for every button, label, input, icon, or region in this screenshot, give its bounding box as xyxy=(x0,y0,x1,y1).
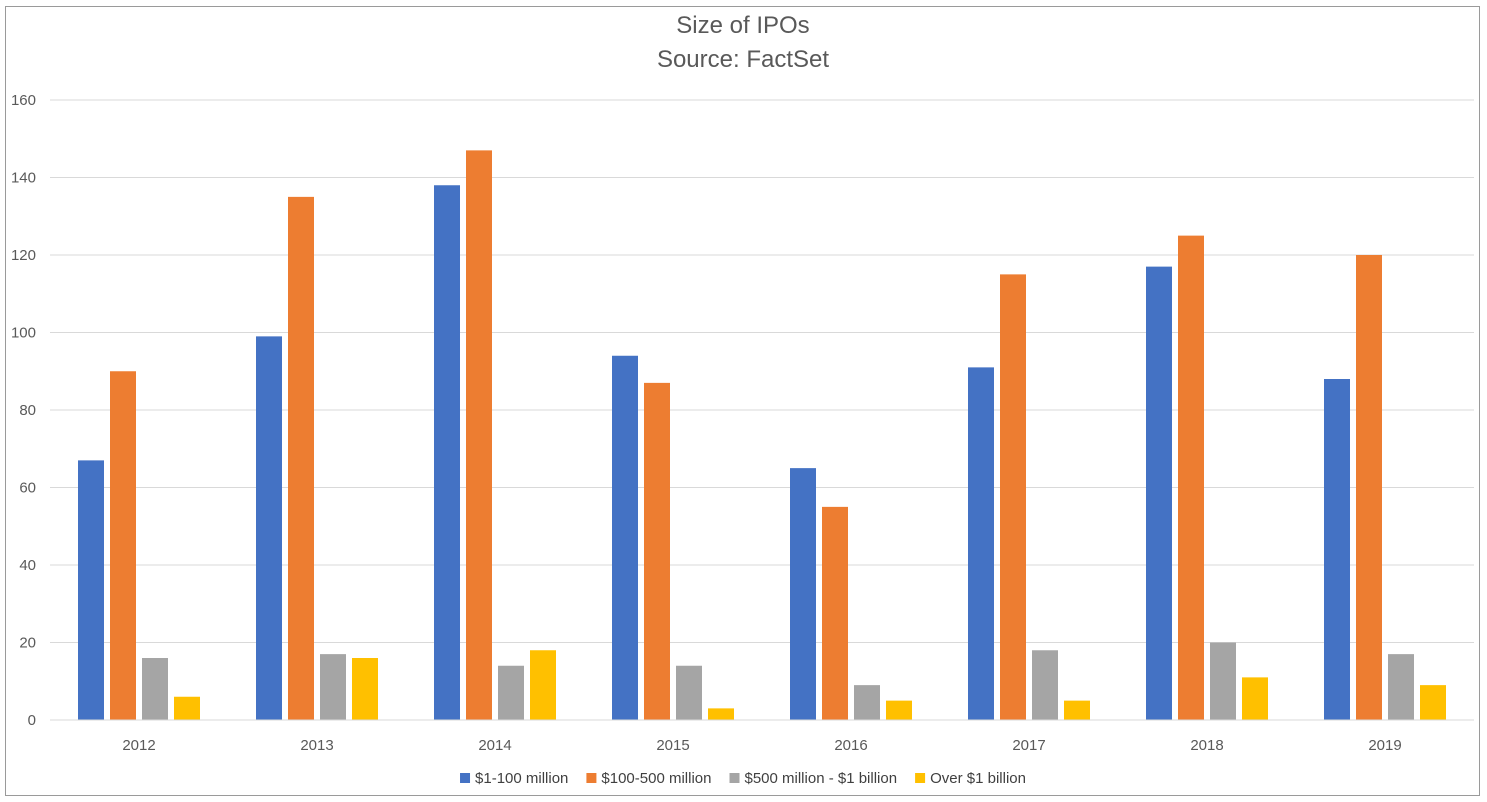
legend-swatch xyxy=(586,773,597,783)
bar xyxy=(790,468,816,720)
bar xyxy=(644,382,670,720)
x-tick-label: 2014 xyxy=(478,737,511,754)
legend-label: $1-100 million xyxy=(475,770,568,787)
bar xyxy=(1146,266,1172,720)
bar xyxy=(1064,700,1090,720)
x-tick-label: 2016 xyxy=(834,737,867,754)
bar xyxy=(320,654,346,720)
legend-swatch xyxy=(915,773,926,783)
legend-swatch xyxy=(460,773,471,783)
x-tick-label: 2015 xyxy=(656,737,689,754)
axes: 0 20 40 60 80 100 120 140 160 2012 2013 2014 2015 201… xyxy=(11,92,1474,754)
bar xyxy=(612,355,638,720)
bar xyxy=(352,658,378,720)
legend-item: $1-100 million xyxy=(460,770,568,787)
x-tick-label: 2017 xyxy=(1012,737,1045,754)
y-tick-label: 0 xyxy=(28,712,36,729)
legend-swatch xyxy=(729,773,740,783)
legend-item: Over $1 billion xyxy=(915,770,1026,787)
bar xyxy=(1420,685,1446,720)
bar xyxy=(822,506,848,720)
y-tick-label: 160 xyxy=(11,92,36,109)
chart-title: Size of IPOs xyxy=(676,12,809,39)
chart-subtitle: Source: FactSet xyxy=(657,46,829,73)
bar xyxy=(676,665,702,720)
y-tick-label: 60 xyxy=(19,480,36,497)
y-tick-label: 80 xyxy=(19,402,36,419)
bar xyxy=(854,685,880,720)
bar xyxy=(968,367,994,720)
legend: $1-100 million $100-500 million $500 milli… xyxy=(460,770,1026,787)
gridlines xyxy=(50,99,1474,643)
bar xyxy=(1210,642,1236,720)
legend-label: Over $1 billion xyxy=(930,770,1026,787)
bar xyxy=(466,150,492,720)
bar xyxy=(1000,274,1026,720)
bar xyxy=(530,650,556,720)
legend-label: $500 million - $1 billion xyxy=(744,770,897,787)
x-tick-label: 2018 xyxy=(1190,737,1223,754)
bar xyxy=(142,658,168,720)
bar xyxy=(1388,654,1414,720)
legend-item: $500 million - $1 billion xyxy=(729,770,897,787)
bar xyxy=(1242,677,1268,720)
bar xyxy=(434,185,460,720)
y-tick-label: 20 xyxy=(19,635,36,652)
legend-item: $100-500 million xyxy=(586,770,711,787)
bar xyxy=(174,696,200,720)
bar xyxy=(288,196,314,720)
legend-label: $100-500 million xyxy=(601,770,711,787)
bar xyxy=(110,371,136,720)
bar xyxy=(1032,650,1058,720)
bars xyxy=(78,150,1446,720)
y-tick-label: 140 xyxy=(11,170,36,187)
bar xyxy=(886,700,912,720)
y-tick-label: 120 xyxy=(11,247,36,264)
x-tick-label: 2019 xyxy=(1368,737,1401,754)
bar xyxy=(78,460,104,720)
bar xyxy=(498,665,524,720)
y-tick-label: 40 xyxy=(19,557,36,574)
bar xyxy=(1178,235,1204,720)
bar xyxy=(1356,255,1382,720)
x-tick-label: 2013 xyxy=(300,737,333,754)
bar xyxy=(256,336,282,720)
bar xyxy=(708,708,734,720)
y-tick-label: 100 xyxy=(11,325,36,342)
x-tick-label: 2012 xyxy=(122,737,155,754)
bar xyxy=(1324,379,1350,720)
